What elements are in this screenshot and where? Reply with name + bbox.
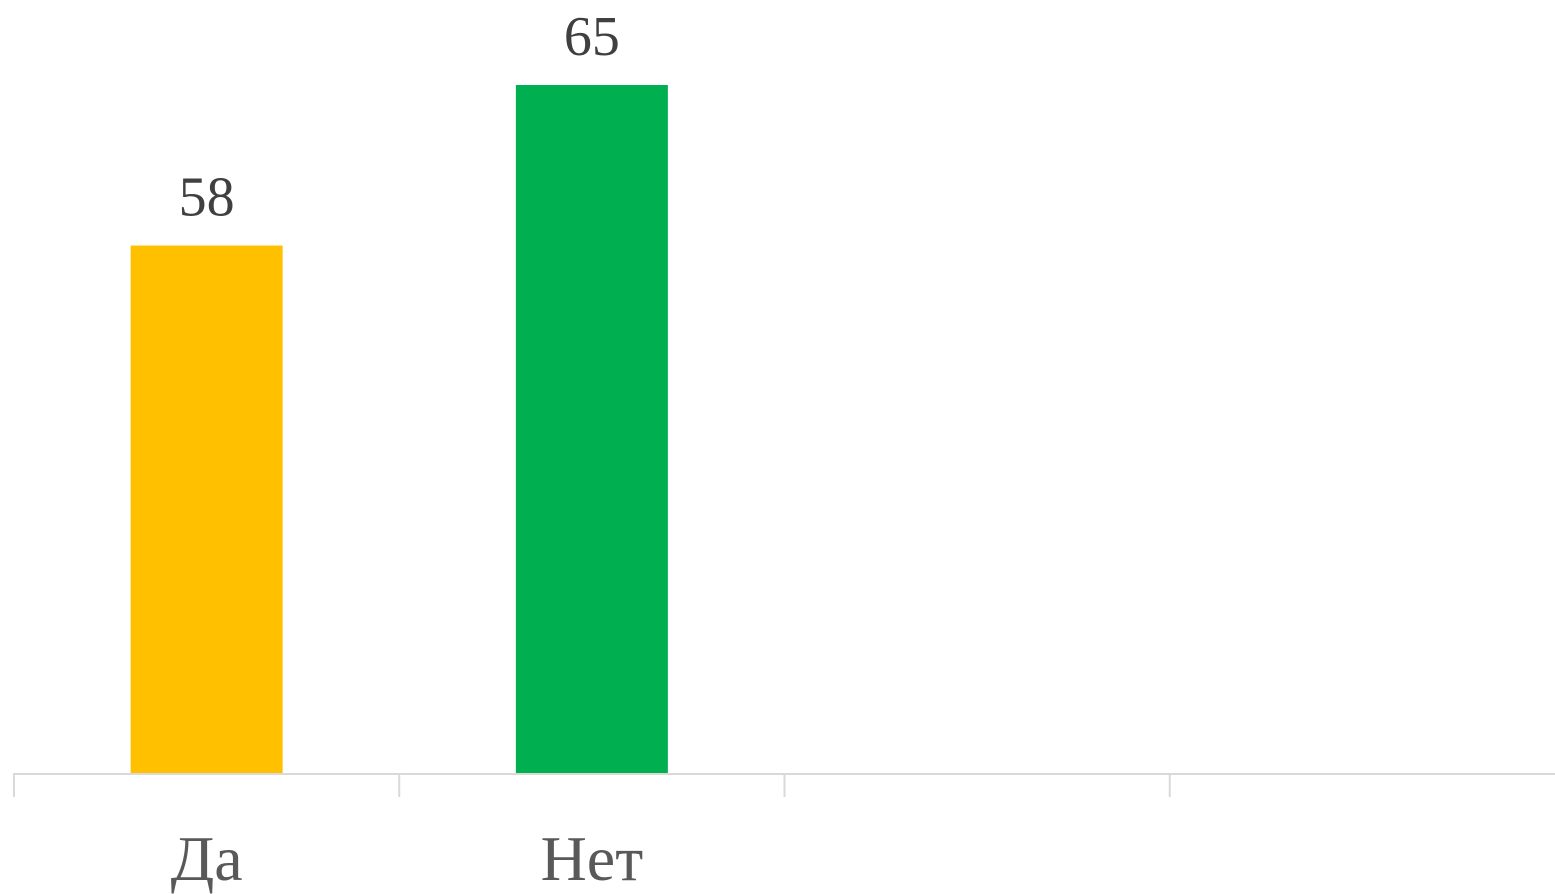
bars-group [130, 85, 668, 774]
data-label: 58 [179, 167, 235, 229]
category-labels-group: Да Нет [171, 823, 644, 894]
category-label: Да [171, 823, 243, 894]
category-label: Нет [541, 823, 644, 894]
value-labels-group: 58 65 [179, 6, 620, 229]
bar-2 [515, 85, 668, 773]
data-label: 65 [564, 6, 620, 68]
bar-1 [130, 245, 283, 774]
x-axis [13, 773, 1555, 797]
